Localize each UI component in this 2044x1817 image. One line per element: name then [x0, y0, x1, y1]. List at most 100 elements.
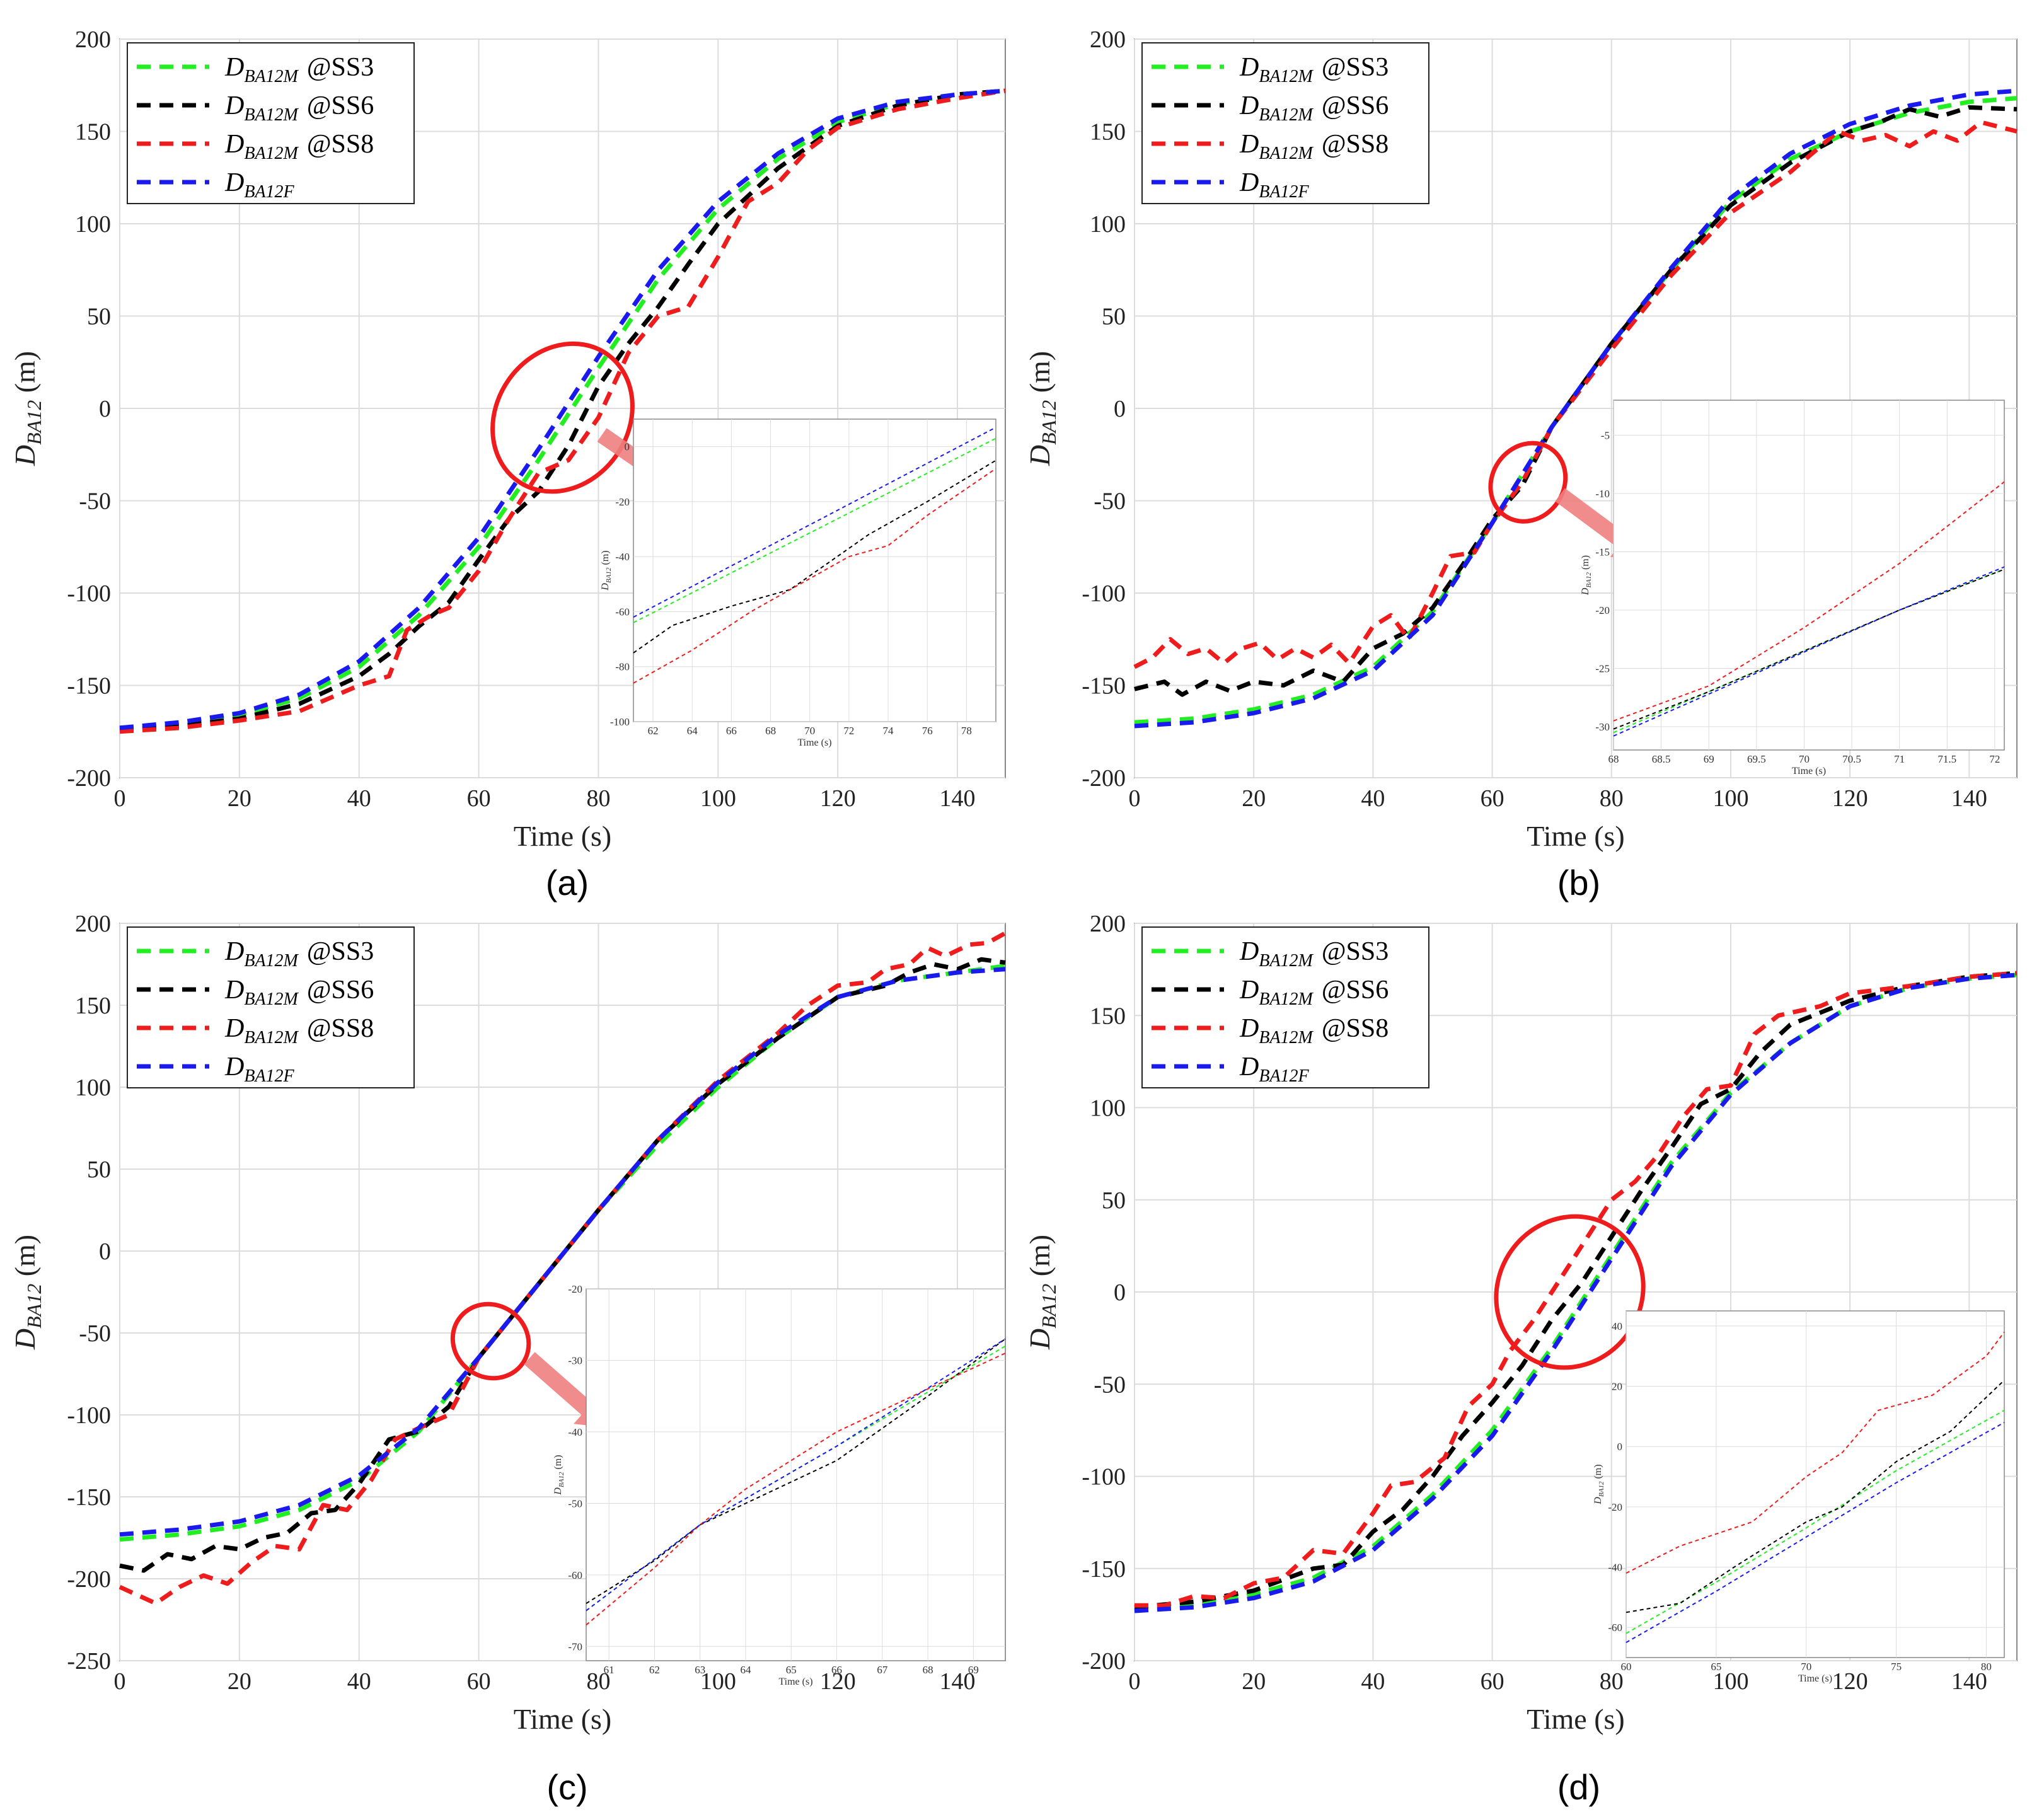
y-tick-label: 0: [99, 396, 111, 422]
inset-x-tick-label: 60: [1621, 1661, 1632, 1673]
x-tick-label: 20: [228, 1668, 251, 1695]
legend: DBA12M @SS3 DBA12M @SS6 DBA12M @SS8 DBA12F: [127, 926, 415, 1088]
x-tick-label: 60: [467, 785, 491, 812]
legend-entry-ss8: DBA12M @SS8: [1239, 130, 1389, 163]
inset-y-tick-label: 40: [1612, 1320, 1622, 1332]
x-tick-label: 100: [1712, 1668, 1748, 1695]
inset-x-tick-label: 80: [1981, 1661, 1992, 1673]
y-tick-label: -250: [67, 1648, 111, 1675]
series-line-ss8: [1133, 120, 2018, 669]
legend-box: [1141, 42, 1429, 204]
y-tick-label: 50: [1102, 1187, 1126, 1214]
inset-x-axis-label: Time (s): [778, 1676, 812, 1687]
panel-caption: (b): [1557, 863, 1600, 903]
inset-y-tick-label: -40: [615, 551, 630, 563]
y-tick-label: 100: [1090, 1095, 1126, 1122]
inset-x-tick-label: 72: [843, 725, 854, 737]
x-tick-label: 20: [1242, 785, 1266, 812]
inset-x-tick-label: 70: [1801, 1661, 1811, 1673]
inset-y-axis-label: DBA12 (m): [600, 550, 613, 591]
y-tick-label: 150: [1090, 1003, 1126, 1029]
y-tick-label: 200: [75, 911, 111, 937]
y-axis-label: DBA12 (m): [1024, 1235, 1060, 1350]
inset-x-tick-label: 66: [726, 725, 737, 737]
inset-y-tick-label: 20: [1612, 1381, 1622, 1393]
chart-panel-1: 0 20 40 60 80 100 120 140-200-150-100-500501001…: [9, 26, 1006, 903]
inset-x-tick-label: 76: [922, 725, 933, 737]
inset-series-line-fused: [1625, 1422, 2005, 1643]
y-tick-label: 100: [75, 1075, 111, 1101]
x-tick-label: 80: [586, 1668, 610, 1695]
y-tick-label: 150: [1090, 119, 1126, 146]
inset-x-tick-label: 63: [695, 1664, 705, 1676]
inset-y-tick-label: -20: [615, 496, 630, 508]
y-tick-label: 150: [75, 119, 111, 146]
y-tick-label: 0: [1114, 396, 1126, 422]
inset-x-tick-label: 68: [923, 1664, 933, 1676]
x-tick-label: 100: [700, 785, 736, 812]
inset-x-tick-label: 65: [786, 1664, 797, 1676]
x-tick-label: 60: [1481, 785, 1504, 812]
inset-x-tick-label: 71: [1894, 753, 1905, 765]
legend-entry-fused: DBA12F: [1239, 1053, 1310, 1086]
y-tick-label: -100: [1082, 580, 1126, 607]
y-tick-label: -50: [1094, 1371, 1126, 1398]
inset-x-tick-label: 70: [804, 725, 815, 737]
y-tick-label: -150: [1082, 1556, 1126, 1583]
inset-x-tick-label: 65: [1711, 1661, 1721, 1673]
series-line-fused: [1134, 972, 2018, 1613]
y-tick-label: -150: [67, 673, 111, 700]
y-tick-label: 0: [1114, 1279, 1126, 1306]
y-axis-label: DBA12 (m): [1024, 351, 1060, 466]
legend-entry-fused: DBA12F: [224, 1053, 295, 1086]
inset-x-tick-label: 68: [765, 725, 776, 737]
inset-y-tick-label: -40: [568, 1426, 582, 1438]
y-tick-label: 0: [99, 1238, 111, 1265]
y-tick-label: -100: [1082, 1464, 1126, 1491]
inset-plot-area: [1625, 1310, 2005, 1658]
inset-x-tick-label: 69.5: [1747, 753, 1766, 765]
inset-y-tick-label: -80: [615, 661, 630, 673]
inset-x-tick-label: 61: [604, 1664, 615, 1676]
inset-x-tick-label: 68: [1608, 753, 1619, 765]
y-tick-label: -200: [67, 1566, 111, 1593]
inset-x-axis-label: Time (s): [1798, 1673, 1832, 1684]
inset-y-tick-label: 0: [625, 441, 630, 453]
x-axis-label: Time (s): [514, 820, 612, 852]
legend-entry-ss8: DBA12M @SS8: [224, 1014, 374, 1047]
x-tick-label: 140: [940, 785, 976, 812]
x-tick-label: 0: [1129, 785, 1141, 812]
x-tick-label: 80: [1600, 785, 1624, 812]
y-tick-label: -50: [79, 1320, 111, 1347]
inset-chart: 62 64 66 68 70 72 74 76 78 -100 -80 -60 -40 -20 0 Time …: [600, 418, 996, 748]
legend-entry-fused: DBA12F: [224, 168, 295, 202]
legend-entry-ss6: DBA12M @SS6: [224, 91, 374, 125]
inset-y-tick-label: -20: [568, 1283, 582, 1295]
legend-entry-ss8: DBA12M @SS8: [224, 130, 374, 163]
inset-series-line-fused: [586, 1338, 1006, 1612]
inset-x-tick-label: 66: [831, 1664, 842, 1676]
y-tick-label: -50: [79, 488, 111, 515]
inset-y-tick-label: -60: [615, 606, 630, 618]
y-tick-label: -150: [67, 1484, 111, 1511]
inset-y-tick-label: -60: [568, 1569, 582, 1581]
inset-x-axis-label: Time (s): [1792, 766, 1826, 776]
chart-panel-2: 0 20 40 60 80 100 120 140 -200 -150 -100 -50 0 50 100 1…: [1024, 26, 2018, 903]
x-tick-label: 80: [586, 785, 610, 812]
x-tick-label: 120: [1832, 1668, 1868, 1695]
panel-caption: (d): [1557, 1767, 1600, 1807]
inset-plot-area: [586, 1288, 1006, 1661]
inset-y-tick-label: -40: [1608, 1562, 1622, 1574]
inset-y-tick-label: -10: [1595, 488, 1610, 500]
inset-y-tick-label: -70: [568, 1641, 582, 1653]
series-line-ss8: [1135, 971, 2018, 1608]
inset-series-line-ss3: [1625, 1409, 2005, 1634]
x-tick-label: 140: [1951, 1668, 1987, 1695]
legend-entry-ss3: DBA12M @SS3: [1239, 937, 1389, 971]
inset-y-tick-label: -5: [1601, 430, 1610, 442]
legend-entry-ss8: DBA12M @SS8: [1239, 1014, 1389, 1047]
inset-x-tick-label: 67: [877, 1664, 888, 1676]
y-tick-label: 200: [1090, 26, 1126, 53]
x-tick-label: 100: [700, 1668, 736, 1695]
inset-series-line-ss6: [1625, 1380, 2005, 1613]
